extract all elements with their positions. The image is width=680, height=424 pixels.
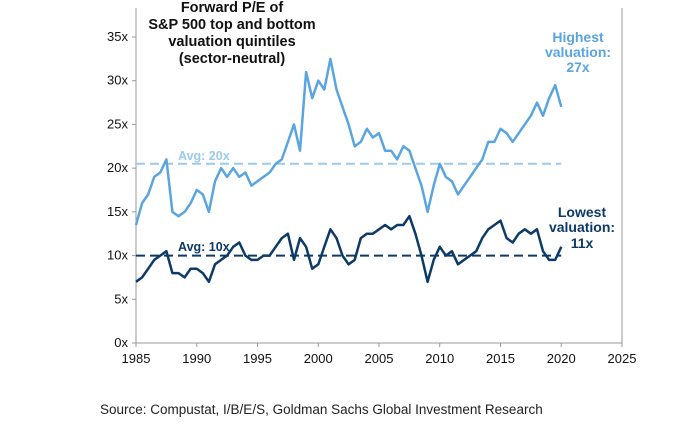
- x-tick-label: 1995: [243, 351, 272, 366]
- high-series-label-2: valuation:: [545, 44, 611, 60]
- chart-title-line-3: valuation quintiles: [168, 34, 295, 50]
- low-series-label-3: 11x: [571, 235, 594, 251]
- y-tick-label: 15x: [107, 204, 128, 219]
- y-tick-label: 25x: [107, 116, 128, 131]
- y-tick-label: 35x: [107, 29, 128, 44]
- high-valuation-line: [134, 57, 563, 226]
- x-tick-label: 2015: [486, 351, 515, 366]
- y-tick-label: 10x: [107, 248, 128, 263]
- chart-title-line-1: Forward P/E of: [181, 0, 283, 16]
- chart-title-line-2: S&P 500 top and bottom: [148, 17, 315, 33]
- chart-title-line-4: (sector-neutral): [179, 51, 286, 67]
- x-tick-label: 2025: [608, 351, 637, 366]
- x-tick-label: 1985: [122, 351, 151, 366]
- x-tick-label: 2020: [547, 351, 576, 366]
- high-avg-label: Avg: 20x: [178, 149, 230, 163]
- y-tick-label: 30x: [107, 73, 128, 88]
- low-avg-label: Avg: 10x: [178, 240, 230, 254]
- x-tick-label: 2005: [365, 351, 394, 366]
- x-tick-label: 1990: [182, 351, 211, 366]
- low-valuation-line: [135, 214, 563, 284]
- low-series-label-2: valuation:: [549, 219, 615, 235]
- source-note: Source: Compustat, I/B/E/S, Goldman Sach…: [100, 402, 543, 417]
- high-series-label-3: 27x: [566, 59, 590, 75]
- y-tick-label: 5x: [114, 291, 128, 306]
- high-series-label-1: Highest: [552, 29, 604, 45]
- y-tick-label: 0x: [114, 335, 128, 350]
- low-series-label-1: Lowest: [558, 204, 607, 220]
- y-tick-label: 20x: [107, 160, 128, 175]
- x-tick-label: 2000: [304, 351, 333, 366]
- x-tick-label: 2010: [425, 351, 454, 366]
